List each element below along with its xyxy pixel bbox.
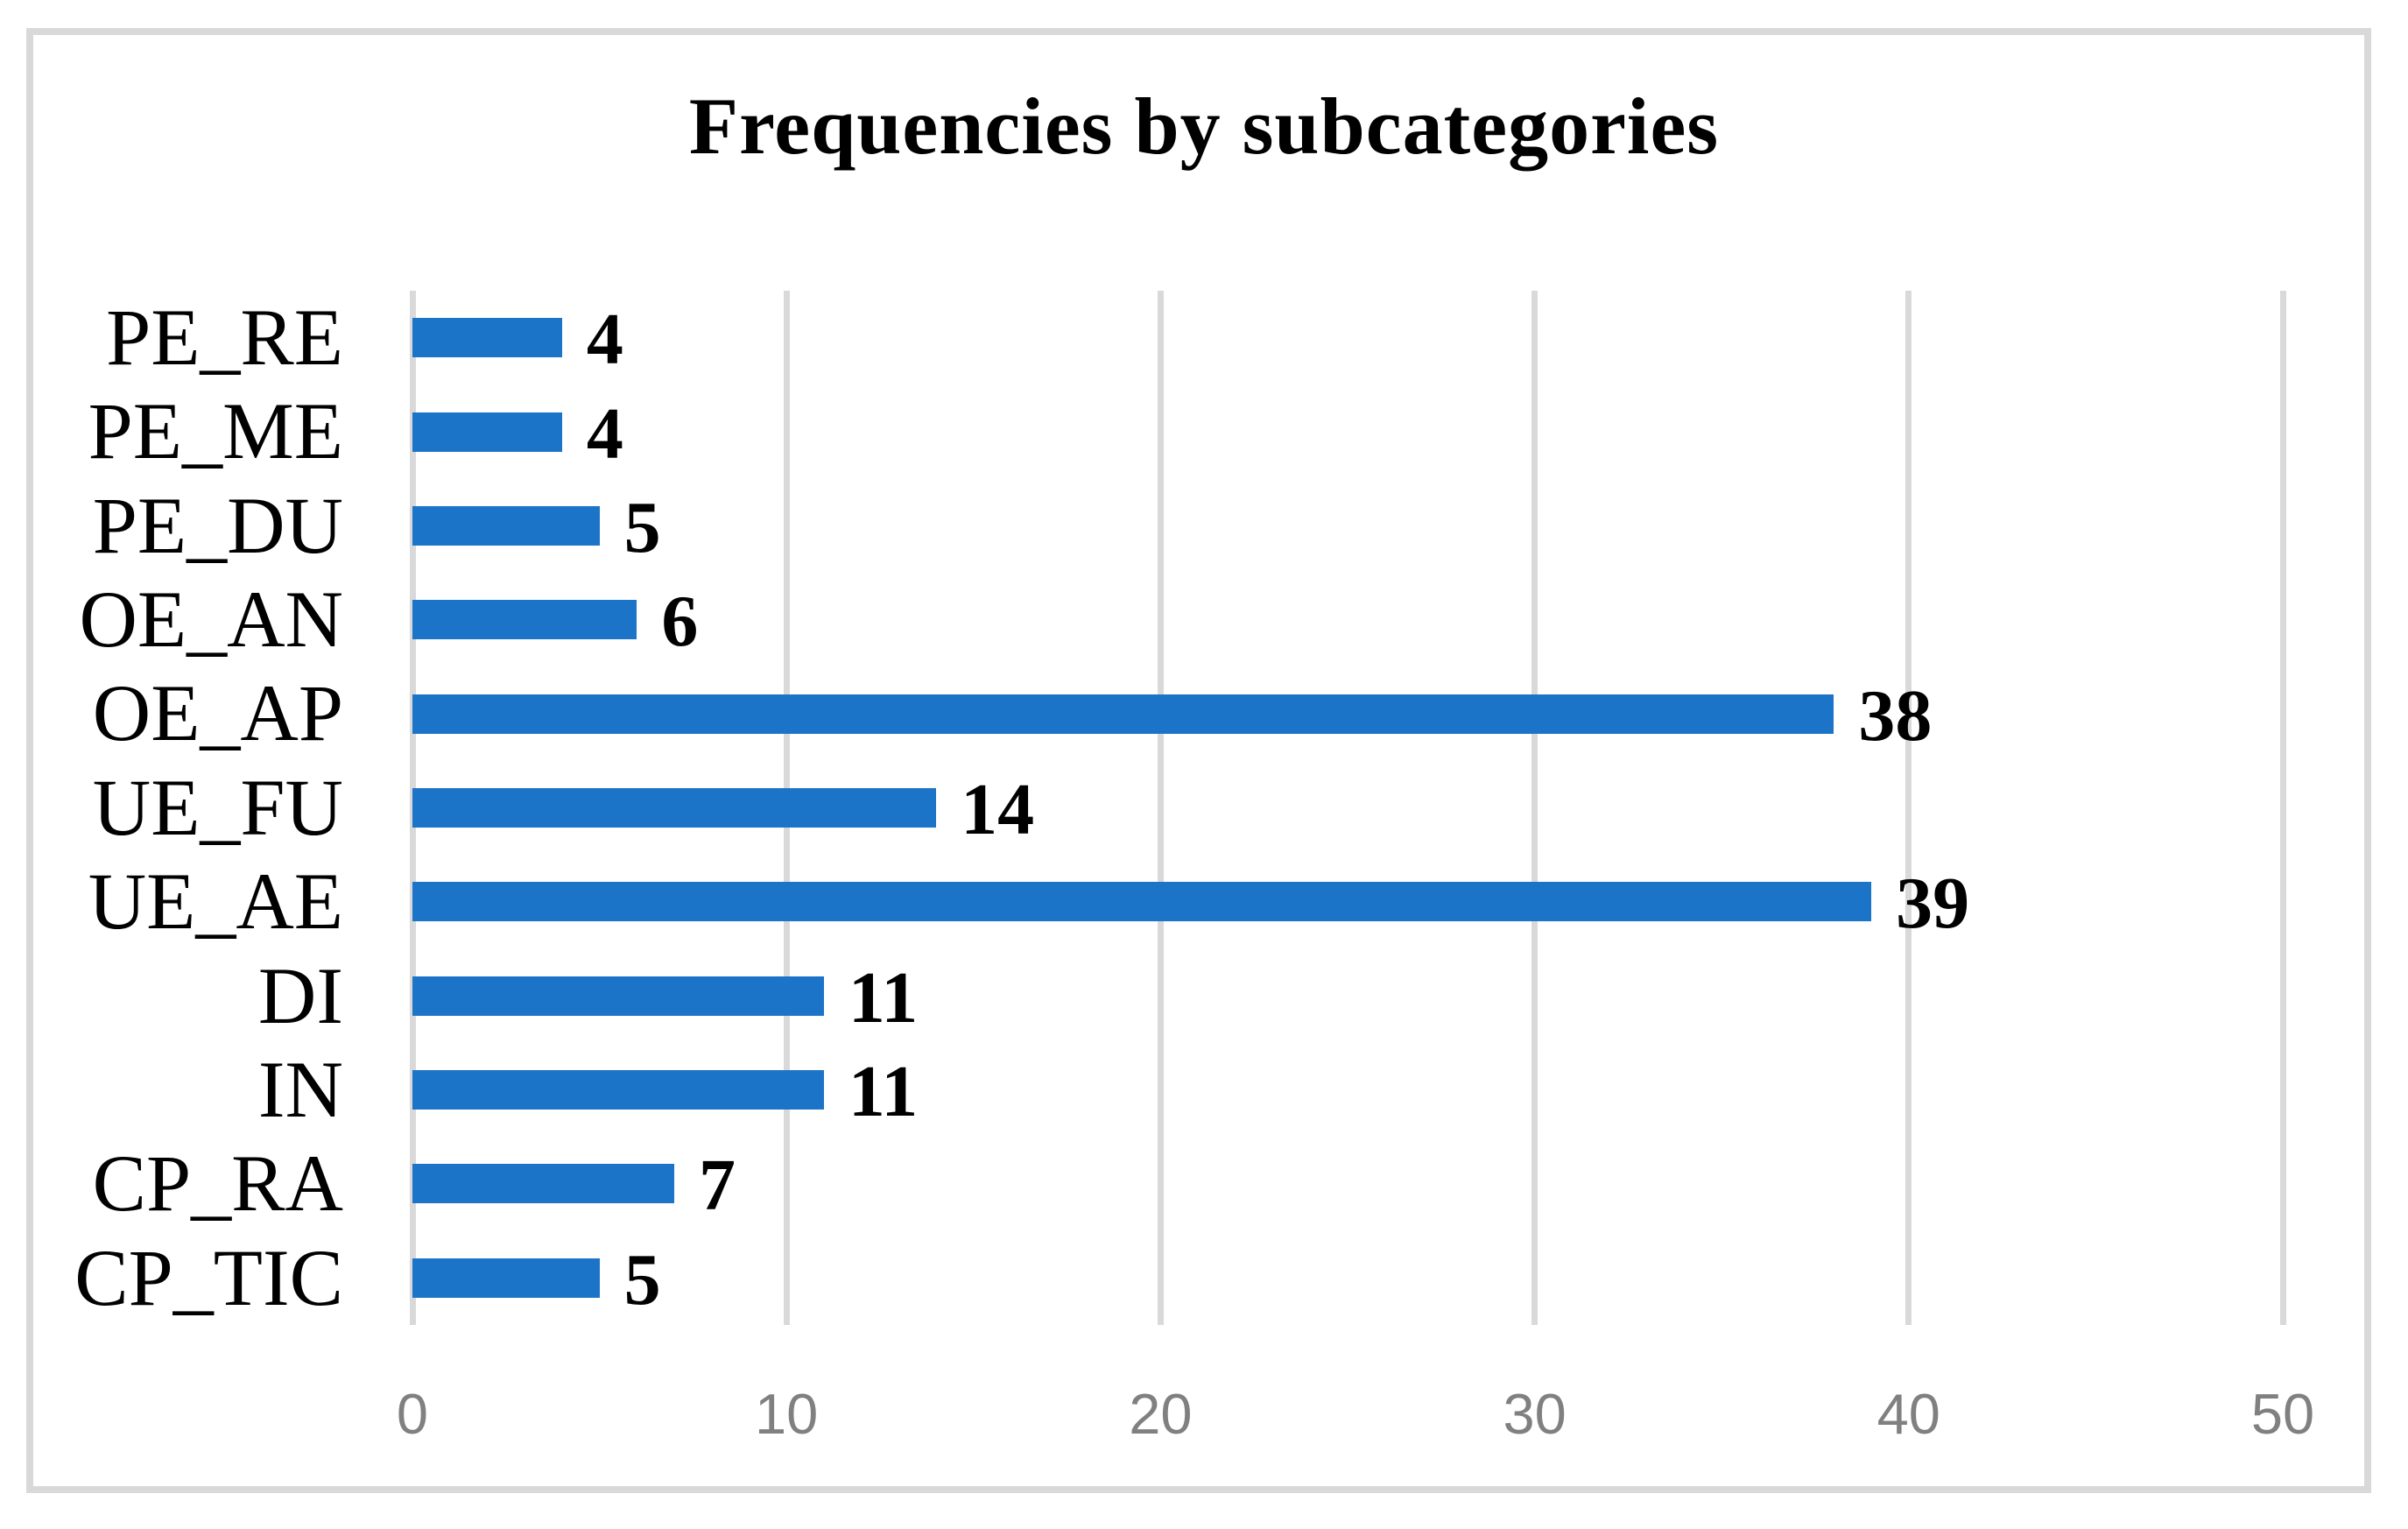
bar-value-label: 5 [623, 486, 661, 568]
bar-value-label: 14 [961, 769, 1035, 850]
bar-value-label: 38 [1858, 674, 1933, 757]
gridline [1157, 291, 1164, 1325]
bar-value-label: 11 [848, 956, 919, 1039]
bar-value-label: 4 [586, 299, 623, 381]
bar-value-label: 39 [1896, 863, 1970, 945]
x-tick-label-0: 0 [396, 1382, 429, 1446]
x-tick-label-40: 40 [1876, 1382, 1940, 1446]
bar-value-label: 7 [699, 1145, 736, 1227]
bar-value-label: 4 [586, 392, 623, 475]
gridline [1905, 291, 1912, 1325]
bar-value-label: 11 [848, 1051, 919, 1133]
bar-value-label: 6 [661, 581, 699, 663]
x-tick-label-50: 50 [2250, 1382, 2315, 1446]
category-label-CP_RA: CP_RA [92, 1138, 343, 1229]
bar-CP_RA [412, 1164, 675, 1204]
category-label-PE_RE: PE_RE [106, 292, 343, 382]
gridline [1531, 291, 1538, 1325]
category-label-UE_AE: UE_AE [88, 856, 343, 947]
bar-value-label: 5 [623, 1238, 661, 1321]
category-label-OE_AP: OE_AP [92, 668, 343, 758]
x-tick-label-30: 30 [1503, 1382, 1567, 1446]
x-tick-label-10: 10 [755, 1382, 819, 1446]
bar-PE_ME [412, 412, 562, 452]
bar-DI [412, 976, 824, 1016]
category-label-PE_DU: PE_DU [92, 480, 343, 570]
category-label-OE_AN: OE_AN [79, 574, 343, 665]
bar-OE_AN [412, 600, 637, 640]
category-label-CP_TIC: CP_TIC [74, 1232, 343, 1322]
x-tick-label-20: 20 [1129, 1382, 1193, 1446]
category-label-PE_ME: PE_ME [88, 386, 343, 476]
bar-PE_RE [412, 318, 562, 358]
bar-UE_AE [412, 882, 1872, 922]
value-axis: 0 10 20 30 40 50 [0, 1375, 2408, 1454]
bar-UE_FU [412, 788, 937, 828]
bar-CP_TIC [412, 1258, 600, 1298]
category-label-IN: IN [257, 1044, 343, 1134]
category-label-DI: DI [257, 950, 343, 1040]
chart-title: Frequencies by subcategories [688, 81, 1720, 171]
gridline [2279, 291, 2286, 1325]
chart-frame [26, 28, 2371, 1493]
bar-PE_DU [412, 505, 600, 546]
bar-OE_AP [412, 694, 1834, 734]
category-axis: PE_RE PE_ME PE_DU OE_AN OE_AP UE_FU UE_AE DI IN C… [0, 291, 343, 1325]
bar-IN [412, 1070, 824, 1110]
category-label-UE_FU: UE_FU [92, 762, 343, 852]
plot-area: 4 4 5 6 38 14 39 11 11 7 5 [409, 291, 2286, 1325]
